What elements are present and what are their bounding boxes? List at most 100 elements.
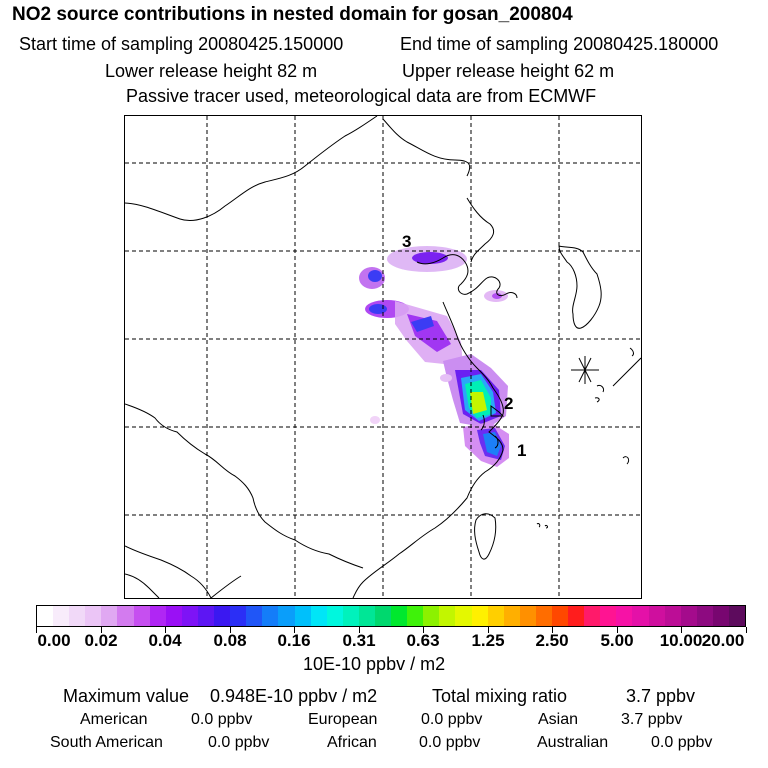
colorbar-tick-label: 0.02: [84, 631, 118, 650]
colorbar-swatch: [552, 606, 569, 626]
colorbar-swatch: [310, 606, 327, 626]
colorbar-swatch: [85, 606, 102, 626]
region-european-value: 0.0 ppbv: [421, 711, 483, 728]
colorbar-tick-label: 10.00: [659, 631, 703, 650]
colorbar-swatch: [568, 606, 585, 626]
region-australian-value: 0.0 ppbv: [651, 734, 713, 751]
colorbar-tick: [552, 627, 553, 633]
colorbar-swatch: [181, 606, 198, 626]
colorbar-swatch: [101, 606, 118, 626]
colorbar-tick: [746, 627, 747, 633]
colorbar-swatch: [680, 606, 697, 626]
colorbar-tick: [230, 627, 231, 633]
colorbar-swatch: [535, 606, 552, 626]
colorbar-tick: [101, 627, 102, 633]
page-title: NO2 source contributions in nested domai…: [12, 4, 573, 25]
source-label-2: 2: [504, 394, 514, 413]
region-south-american-value: 0.0 ppbv: [208, 734, 270, 751]
colorbar-swatch: [69, 606, 86, 626]
colorbar-swatch: [471, 606, 488, 626]
region-american-label: American: [80, 711, 148, 728]
colorbar-tick: [359, 627, 360, 633]
region-south-american-label: South American: [50, 734, 163, 751]
colorbar-tick-label: 0.16: [277, 631, 311, 650]
colorbar-tick-label: 0.08: [213, 631, 247, 650]
colorbar-swatch: [117, 606, 134, 626]
colorbar-swatch: [230, 606, 247, 626]
colorbar-swatch: [600, 606, 617, 626]
colorbar-swatch: [407, 606, 424, 626]
colorbar-swatch: [616, 606, 633, 626]
coastlines: [125, 116, 641, 598]
colorbar-tick-label: 0.00: [37, 631, 71, 650]
region-asian-label: Asian: [538, 711, 579, 728]
colorbar-tick-label: 0.31: [342, 631, 376, 650]
colorbar-swatch: [487, 606, 504, 626]
start-time-label: Start time of sampling 20080425.150000: [19, 34, 344, 54]
colorbar-swatch: [37, 606, 54, 626]
colorbar-swatch: [391, 606, 408, 626]
region-asian-value: 3.7 ppbv: [621, 711, 683, 728]
graticule: [125, 116, 641, 598]
colorbar-tick-label: 5.00: [600, 631, 634, 650]
max-value: 0.948E-10 ppbv / m2: [210, 686, 378, 706]
colorbar-swatch: [664, 606, 681, 626]
upper-release-height: Upper release height 62 m: [402, 61, 615, 81]
colorbar-swatch: [294, 606, 311, 626]
lower-release-height: Lower release height 82 m: [105, 61, 318, 81]
colorbar-swatch: [696, 606, 713, 626]
region-african-label: African: [327, 734, 377, 751]
colorbar-tick-label: 0.63: [406, 631, 440, 650]
colorbar-swatch: [262, 606, 279, 626]
colorbar-tick-label: 20.00: [701, 631, 745, 650]
region-american-value: 0.0 ppbv: [191, 711, 253, 728]
region-european-label: European: [308, 711, 378, 728]
colorbar-swatch: [149, 606, 166, 626]
asterisk-marker-icon: [571, 356, 599, 384]
colorbar-tick: [423, 627, 424, 633]
total-mixing-label: Total mixing ratio: [432, 686, 568, 706]
colorbar-tick-label: 1.25: [471, 631, 505, 650]
colorbar-tick: [165, 627, 166, 633]
colorbar-swatch: [133, 606, 150, 626]
country-borders: [125, 403, 364, 598]
colorbar-swatch: [712, 606, 730, 626]
colorbar-swatch: [519, 606, 536, 626]
region-african-value: 0.0 ppbv: [419, 734, 481, 751]
colorbar-tick-label: 0.04: [148, 631, 182, 650]
colorbar-swatch: [729, 606, 746, 626]
colorbar-swatch: [326, 606, 343, 626]
colorbar-swatch: [423, 606, 440, 626]
region-australian-label: Australian: [537, 734, 609, 751]
colorbar-tick: [294, 627, 295, 633]
colorbar-swatch: [358, 606, 375, 626]
colorbar-swatch: [165, 606, 182, 626]
max-value-label: Maximum value: [63, 686, 190, 706]
map-panel: 3 2 1: [124, 115, 642, 599]
concentration-plume: [359, 246, 509, 467]
colorbar-swatch: [53, 606, 70, 626]
source-label-1: 1: [517, 441, 527, 460]
source-label-3: 3: [402, 232, 412, 251]
colorbar-tick: [681, 627, 682, 633]
colorbar-tick-label: 2.50: [535, 631, 569, 650]
end-time-label: End time of sampling 20080425.180000: [400, 34, 719, 54]
colorbar-swatch: [197, 606, 215, 626]
colorbar-swatch: [278, 606, 295, 626]
map-canvas: [125, 116, 641, 598]
colorbar-swatch: [374, 606, 392, 626]
colorbar-swatch: [648, 606, 665, 626]
colorbar-swatch: [584, 606, 601, 626]
colorbar-swatch: [503, 606, 520, 626]
colorbar-tick: [36, 627, 37, 633]
colorbar-swatch: [439, 606, 456, 626]
colorbar-tick: [617, 627, 618, 633]
colorbar: [36, 605, 746, 627]
colorbar-swatch: [342, 606, 359, 626]
colorbar-swatch: [246, 606, 263, 626]
colorbar-swatch: [632, 606, 649, 626]
tracer-note: Passive tracer used, meteorological data…: [126, 86, 597, 106]
total-mixing-value: 3.7 ppbv: [626, 686, 696, 706]
colorbar-swatch: [214, 606, 231, 626]
colorbar-unit: 10E-10 ppbv / m2: [303, 654, 446, 674]
